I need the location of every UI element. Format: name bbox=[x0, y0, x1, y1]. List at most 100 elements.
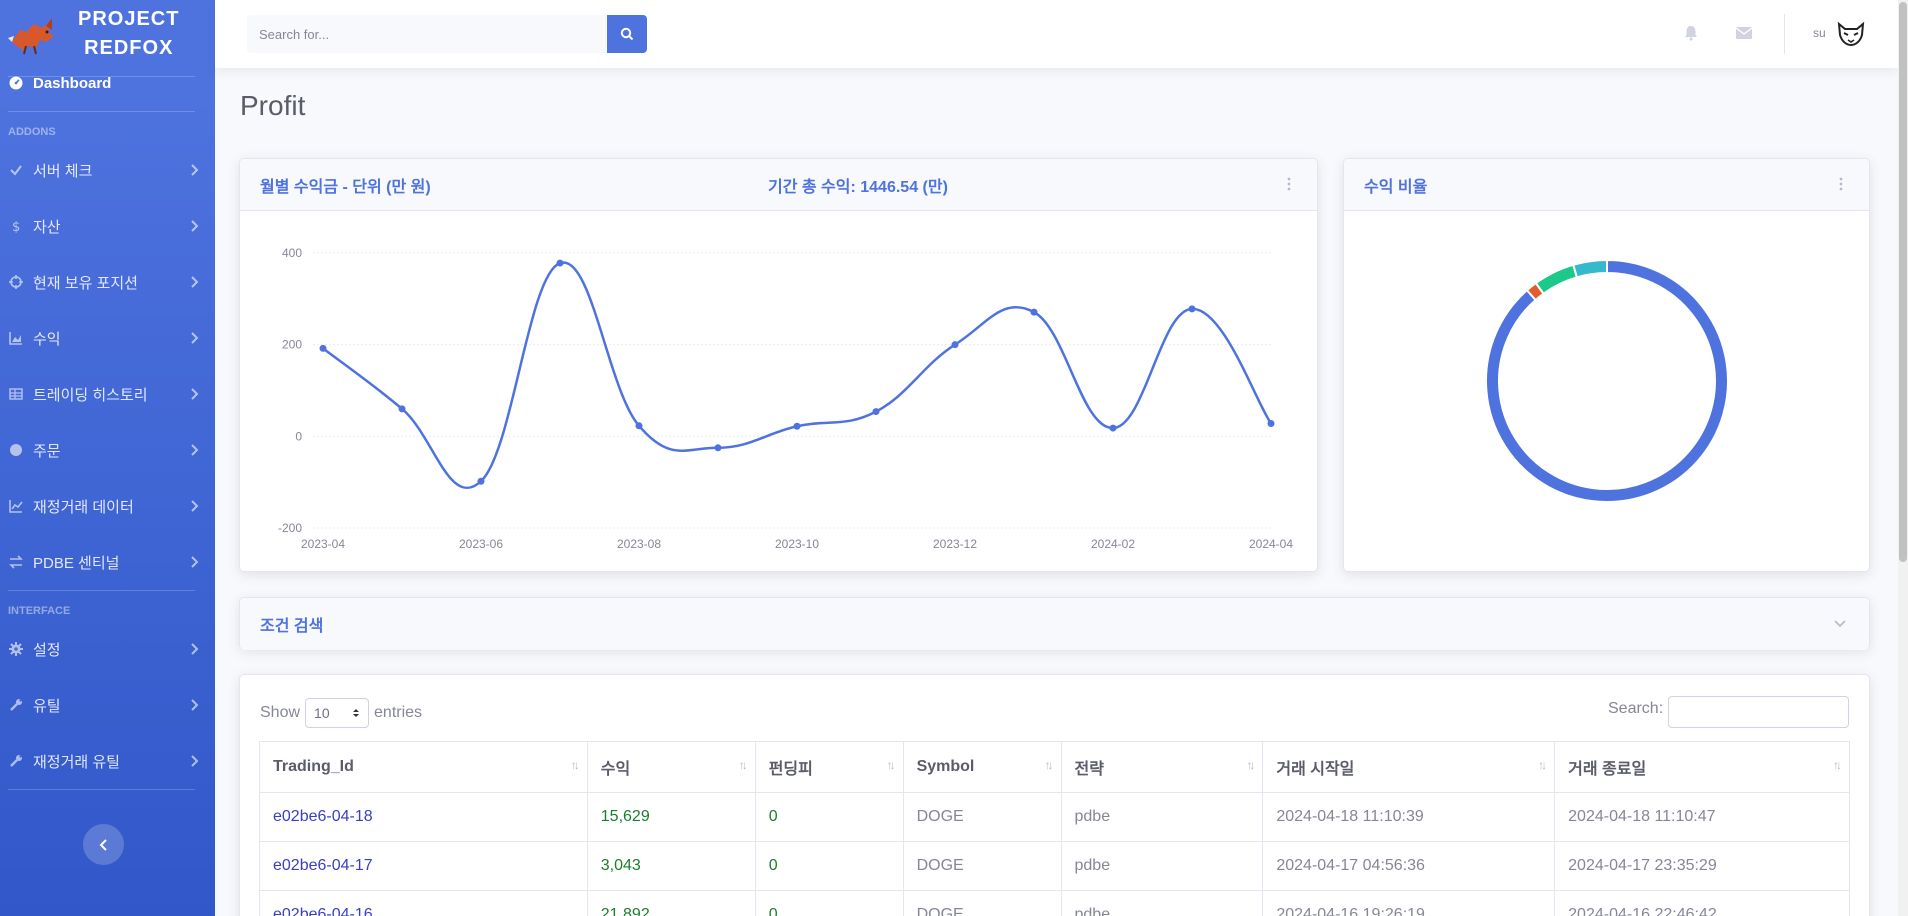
data-point[interactable] bbox=[793, 422, 801, 430]
sidebar-item-dashboard[interactable]: Dashboard bbox=[0, 55, 215, 111]
table-search-input[interactable] bbox=[1668, 696, 1849, 728]
sidebar-item-label: 설정 bbox=[33, 641, 61, 659]
sidebar-item-label: 주문 bbox=[33, 442, 61, 460]
card-header: 월별 수익금 - 단위 (만 원) 기간 총 수익: 1446.54 (만) bbox=[240, 159, 1317, 211]
sidebar-divider bbox=[8, 590, 195, 591]
wrench-icon bbox=[8, 697, 24, 713]
table-cell: DOGE bbox=[902, 841, 1062, 891]
gear-icon bbox=[8, 641, 24, 657]
topbar-divider bbox=[1784, 14, 1785, 54]
sidebar-item-label: PDBE 센티널 bbox=[33, 554, 120, 572]
pie-slice-rsi-divergence[interactable] bbox=[1534, 263, 1579, 296]
table-cell[interactable]: e02be6-04-18 bbox=[259, 792, 588, 842]
x-tick-label: 2024-02 bbox=[1091, 537, 1135, 551]
sidebar-item[interactable]: 현재 보유 포지션 bbox=[0, 254, 215, 310]
table-row[interactable]: e02be6-04-17 3,043 0 DOGE pdbe 2024-04-17 04:… bbox=[259, 841, 1850, 891]
page-scrollbar[interactable] bbox=[1898, 0, 1908, 916]
chevron-right-icon bbox=[191, 556, 199, 568]
sidebar-item-label: 자산 bbox=[33, 218, 61, 236]
brand[interactable]: PROJECT REDFOX bbox=[0, 0, 215, 68]
data-point[interactable] bbox=[1109, 424, 1117, 432]
sidebar-toggle-button[interactable] bbox=[83, 824, 124, 865]
table-cell[interactable]: e02be6-04-16 bbox=[259, 890, 588, 916]
scrollbar-thumb[interactable] bbox=[1899, 2, 1907, 562]
card-header[interactable]: 조건 검색 bbox=[240, 598, 1869, 650]
column-header[interactable]: 펀딩피 ↑↓ bbox=[754, 741, 904, 793]
sidebar-item[interactable]: PDBE 센티널 bbox=[0, 534, 215, 590]
table-cell[interactable]: e02be6-04-17 bbox=[259, 841, 588, 891]
bell-icon[interactable] bbox=[1682, 24, 1700, 42]
column-header-label: 거래 시작일 bbox=[1276, 761, 1355, 778]
avatar[interactable] bbox=[1836, 18, 1866, 48]
profit-ratio-chart bbox=[1485, 258, 1729, 503]
column-header[interactable]: Symbol ↑↓ bbox=[902, 741, 1062, 793]
chevron-left-icon bbox=[99, 838, 107, 851]
data-point[interactable] bbox=[398, 405, 406, 413]
pie-slice-arbitrage[interactable] bbox=[1485, 258, 1729, 503]
data-point[interactable] bbox=[1267, 420, 1275, 427]
sidebar-item[interactable]: 재정거래 데이터 bbox=[0, 478, 215, 534]
column-header[interactable]: 전략 ↑↓ bbox=[1060, 741, 1264, 793]
column-header-label: 거래 종료일 bbox=[1568, 761, 1647, 778]
more-options-icon[interactable] bbox=[1287, 177, 1291, 191]
entries-control: Show 10 entries bbox=[260, 698, 422, 728]
more-options-icon[interactable] bbox=[1839, 177, 1843, 191]
data-point[interactable] bbox=[556, 259, 564, 267]
sidebar-item[interactable]: 트레이딩 히스토리 bbox=[0, 366, 215, 422]
data-point[interactable] bbox=[1030, 308, 1038, 316]
x-tick-label: 2024-04 bbox=[1249, 537, 1293, 551]
envelope-icon[interactable] bbox=[1735, 24, 1753, 42]
sidebar-item[interactable]: 재정거래 유틸 bbox=[0, 733, 215, 789]
entries-select[interactable]: 10 bbox=[305, 698, 370, 728]
monthly-profit-card: 월별 수익금 - 단위 (만 원) 기간 총 수익: 1446.54 (만) 4… bbox=[239, 158, 1318, 572]
table-icon bbox=[8, 386, 24, 402]
chart-area-icon bbox=[8, 330, 24, 346]
chevron-right-icon bbox=[191, 755, 199, 767]
chevron-right-icon bbox=[191, 164, 199, 176]
column-header-label: Symbol bbox=[916, 758, 975, 775]
table-cell: DOGE bbox=[902, 792, 1062, 842]
table-row[interactable]: e02be6-04-18 15,629 0 DOGE pdbe 2024-04-18 11… bbox=[259, 792, 1850, 842]
x-tick-label: 2023-12 bbox=[933, 537, 977, 551]
pie-slice-smma-cross[interactable] bbox=[1572, 258, 1608, 279]
data-point[interactable] bbox=[635, 422, 643, 430]
user-name[interactable]: su bbox=[1813, 26, 1826, 40]
crosshair-icon bbox=[8, 274, 24, 290]
sidebar-item[interactable]: 유틸 bbox=[0, 677, 215, 733]
search-button[interactable] bbox=[607, 15, 647, 53]
brand-name: PROJECT REDFOX bbox=[78, 5, 179, 63]
sidebar-divider bbox=[8, 76, 195, 77]
sort-icon: ↑↓ bbox=[738, 758, 748, 772]
sidebar-item[interactable]: 서버 체크 bbox=[0, 142, 215, 198]
sidebar-item[interactable]: 수익 bbox=[0, 310, 215, 366]
sidebar-item[interactable]: 설정 bbox=[0, 621, 215, 677]
chevron-right-icon bbox=[191, 643, 199, 655]
x-tick-label: 2023-10 bbox=[775, 537, 819, 551]
data-point[interactable] bbox=[319, 344, 327, 352]
search-input[interactable] bbox=[247, 15, 607, 53]
data-point[interactable] bbox=[872, 408, 880, 416]
column-header[interactable]: Trading_Id ↑↓ bbox=[259, 741, 588, 793]
trading-table: Trading_Id ↑↓ 수익 ↑↓ 펀딩피 ↑↓ Symbol ↑↓ 전략 ↑↓ 거래 시작일 ↑… bbox=[259, 741, 1850, 916]
data-point[interactable] bbox=[477, 477, 485, 485]
data-point[interactable] bbox=[951, 341, 959, 349]
column-header[interactable]: 거래 시작일 ↑↓ bbox=[1262, 741, 1556, 793]
y-tick-label: 200 bbox=[282, 338, 302, 352]
table-row[interactable]: e02be6-04-16 21,892 0 DOGE pdbe 2024-04-16 19… bbox=[259, 890, 1850, 916]
exchange-icon bbox=[8, 554, 24, 570]
sidebar-item[interactable]: $ 자산 bbox=[0, 198, 215, 254]
sidebar-item[interactable]: 주문 bbox=[0, 422, 215, 478]
profit-ratio-card: 수익 비율 arbitragepdbersi_divergencesmma_cr… bbox=[1343, 158, 1870, 705]
data-point[interactable] bbox=[1188, 305, 1196, 313]
filter-card[interactable]: 조건 검색 bbox=[239, 597, 1870, 650]
column-header[interactable]: 거래 종료일 ↑↓ bbox=[1554, 741, 1850, 793]
table-cell: 2024-04-18 11:10:47 bbox=[1554, 792, 1850, 842]
chevron-down-icon[interactable] bbox=[1833, 619, 1847, 629]
table-cell: 15,629 bbox=[586, 792, 756, 842]
show-label: Show bbox=[260, 704, 301, 721]
table-cell: 2024-04-17 04:56:36 bbox=[1262, 841, 1556, 891]
data-point[interactable] bbox=[714, 444, 722, 452]
column-header[interactable]: 수익 ↑↓ bbox=[586, 741, 756, 793]
table-cell: 0 bbox=[754, 792, 904, 842]
topbar: su bbox=[215, 0, 1898, 68]
